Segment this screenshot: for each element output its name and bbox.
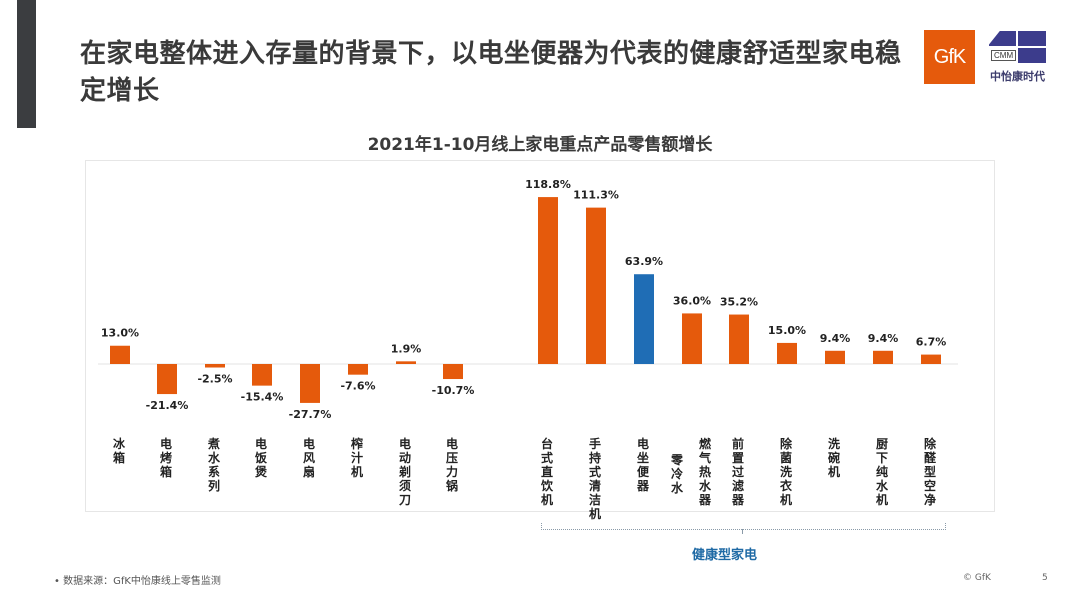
data-label: 13.0% (101, 327, 139, 340)
slide-title: 在家电整体进入存量的背景下，以电坐便器为代表的健康舒适型家电稳定增长 (80, 39, 902, 106)
data-label: 35.2% (720, 296, 758, 309)
data-label: -27.7% (289, 408, 332, 421)
category-label: 前置过滤器 (731, 437, 744, 507)
group-label: 健康型家电 (692, 548, 758, 563)
title-accent-bar (17, 0, 36, 128)
cmm-logo-grid (989, 31, 1046, 63)
category-label: 除菌洗衣机 (779, 437, 792, 507)
group-bracket-tick (742, 529, 743, 534)
bar-台式直饮机 (538, 197, 558, 364)
data-label: 36.0% (673, 294, 711, 307)
bar-前置过滤器 (729, 314, 749, 364)
group-bracket (541, 523, 946, 530)
category-label: 煮水系列 (207, 437, 220, 493)
category-label: 电坐便器 (636, 437, 649, 493)
bar-电饭煲 (252, 364, 272, 386)
bar-除醛型空净 (921, 354, 941, 364)
data-label: 111.3% (573, 189, 619, 202)
data-label: -21.4% (146, 399, 189, 412)
bar-燃气热水器 (682, 313, 702, 364)
bar-电压力锅 (443, 364, 463, 380)
data-label: 9.4% (820, 332, 851, 345)
bar-电烤箱 (157, 364, 177, 395)
data-label: -10.7% (432, 384, 475, 397)
category-label: 电风扇 (302, 437, 315, 479)
category-label: 电动剃须刀 (398, 437, 411, 507)
data-label: 118.8% (525, 178, 571, 191)
data-label: -2.5% (197, 373, 232, 386)
bar-冰箱 (110, 345, 130, 364)
page-number: 5 (1042, 573, 1048, 583)
category-label: 台式直饮机 (540, 437, 553, 507)
bar-电风扇 (300, 364, 320, 403)
bar-煮水系列 (205, 364, 225, 368)
data-label: 15.0% (768, 324, 806, 337)
bar-洗碗机 (825, 350, 845, 364)
category-label: 冰箱 (112, 437, 125, 465)
bar-除菌洗衣机 (777, 342, 797, 364)
bar-电动剃须刀 (396, 361, 416, 364)
data-label: 9.4% (868, 332, 899, 345)
bar-电坐便器 (634, 274, 654, 364)
data-label: 6.7% (916, 336, 947, 349)
cmm-logo-cn: 中怡康时代 (990, 70, 1045, 83)
category-label: 电压力锅 (445, 437, 458, 493)
data-label: 63.9% (625, 255, 663, 268)
bar-厨下纯水机 (873, 350, 893, 364)
data-label: -7.6% (340, 380, 375, 393)
category-label: 榨汁机 (350, 437, 363, 479)
category-label: 除醛型空净 (923, 437, 936, 507)
category-label: 燃气热水器 (698, 437, 711, 507)
bar-榨汁机 (348, 364, 368, 375)
cmm-logo-text: CMM (991, 50, 1017, 61)
chart-title: 2021年1-10月线上家电重点产品零售额增长 (367, 135, 713, 155)
footer-copyright: © GfK (963, 573, 991, 583)
category-label: 电饭煲 (254, 437, 267, 479)
gfk-logo: GfK (924, 30, 975, 84)
category-label: 厨下纯水机 (875, 437, 888, 507)
category-label: 电烤箱 (159, 437, 172, 479)
category-label: 零冷水 (670, 453, 683, 495)
chart-frame (85, 160, 995, 512)
data-label: 1.9% (391, 342, 422, 355)
footer-source: • 数据来源：GfK中怡康线上零售监测 (54, 576, 221, 587)
category-label: 手持式清洁机 (588, 437, 601, 521)
bar-手持式清洁机 (586, 207, 606, 364)
cmm-logo: CMM 中怡康时代 (977, 30, 1049, 90)
category-label: 洗碗机 (827, 437, 840, 479)
data-label: -15.4% (241, 391, 284, 404)
